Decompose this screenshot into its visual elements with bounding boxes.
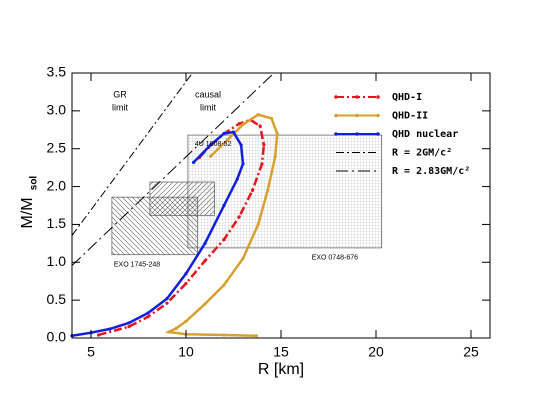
data-point: [108, 327, 112, 331]
data-point: [97, 333, 101, 337]
data-point: [127, 325, 131, 329]
legend-marker: [376, 113, 380, 118]
series-line: [164, 113, 279, 337]
x-tick-label: 15: [273, 344, 289, 360]
data-point: [254, 334, 258, 338]
legend-marker: [334, 113, 338, 118]
legend-label: QHD-II: [392, 111, 428, 122]
y-tick-label: 1.5: [47, 215, 67, 231]
series-line: [71, 72, 275, 266]
legend-marker: [334, 95, 338, 99]
data-point: [192, 160, 196, 164]
data-point: [184, 272, 188, 276]
y-tick-label: 2.0: [47, 177, 67, 193]
data-point: [203, 302, 207, 306]
data-point: [165, 297, 169, 301]
legend-marker: [376, 95, 380, 99]
data-point: [127, 321, 131, 325]
data-point: [258, 124, 262, 128]
data-point: [235, 177, 239, 181]
data-point: [222, 131, 226, 136]
data-point: [165, 301, 169, 305]
legend-marker: [355, 95, 359, 99]
data-point: [241, 162, 245, 166]
y-axis-label-sub: sol: [29, 176, 40, 191]
annotation: limit: [112, 102, 128, 112]
data-point: [237, 122, 241, 126]
x-axis-label: R [km]: [258, 361, 304, 378]
legend-marker: [355, 132, 359, 136]
region: [149, 181, 215, 216]
data-point: [275, 131, 279, 136]
x-tick-label: 10: [178, 344, 194, 360]
x-tick-label: 25: [463, 344, 479, 360]
legend-marker: [355, 113, 359, 118]
data-point: [146, 311, 150, 315]
y-tick-label: 3.0: [47, 102, 67, 118]
y-tick-label: 0.5: [47, 291, 67, 307]
data-point: [184, 319, 188, 323]
data-point: [209, 143, 213, 147]
series-line: [98, 118, 266, 337]
data-point: [269, 116, 274, 121]
x-tick-label: 5: [87, 344, 95, 360]
data-point: [266, 188, 270, 192]
legend-marker: [334, 132, 338, 136]
data-point: [241, 122, 245, 127]
data-point: [222, 283, 226, 287]
series-line: [71, 130, 245, 337]
y-tick-label: 2.5: [47, 139, 67, 155]
data-point: [262, 143, 266, 147]
legend-label: R = 2.83GM/c²: [392, 166, 470, 177]
data-point: [203, 241, 207, 245]
data-point: [167, 330, 171, 334]
data-point: [226, 138, 230, 142]
x-tick-label: 20: [368, 344, 384, 360]
data-point: [237, 215, 241, 219]
region: [187, 134, 383, 249]
legend-label: R = 2GM/c²: [392, 148, 452, 159]
data-point: [222, 203, 226, 208]
data-point: [241, 256, 245, 261]
data-point: [260, 162, 264, 166]
legend-label: QHD-I: [392, 92, 422, 103]
data-point: [222, 333, 226, 337]
y-tick-label: 3.5: [47, 64, 67, 80]
region-label: 4U 1608-52: [195, 141, 232, 148]
y-tick-label: 0.0: [47, 329, 67, 345]
y-axis-label: M/M: [19, 197, 36, 228]
data-point: [231, 130, 236, 134]
data-point: [209, 154, 213, 158]
data-point: [250, 188, 255, 192]
y-axis-label-group: M/M sol: [19, 176, 39, 229]
data-point: [184, 281, 188, 286]
data-point: [239, 143, 243, 147]
region-label: EXO 1745-248: [114, 262, 160, 269]
data-point: [256, 222, 260, 227]
series-line: [71, 72, 193, 236]
annotation: GR: [113, 89, 127, 99]
data-point: [256, 113, 260, 117]
annotation: limit: [200, 102, 216, 112]
region-label: EXO 0748-676: [312, 255, 358, 262]
annotation: causal: [195, 89, 221, 99]
data-point: [222, 237, 226, 242]
y-tick-label: 1.0: [47, 253, 67, 269]
legend-marker: [376, 132, 380, 136]
data-point: [273, 154, 277, 158]
data-point: [203, 259, 207, 263]
legend-label: QHD nuclear: [392, 129, 458, 140]
data-point: [146, 315, 150, 319]
data-point: [174, 326, 179, 330]
